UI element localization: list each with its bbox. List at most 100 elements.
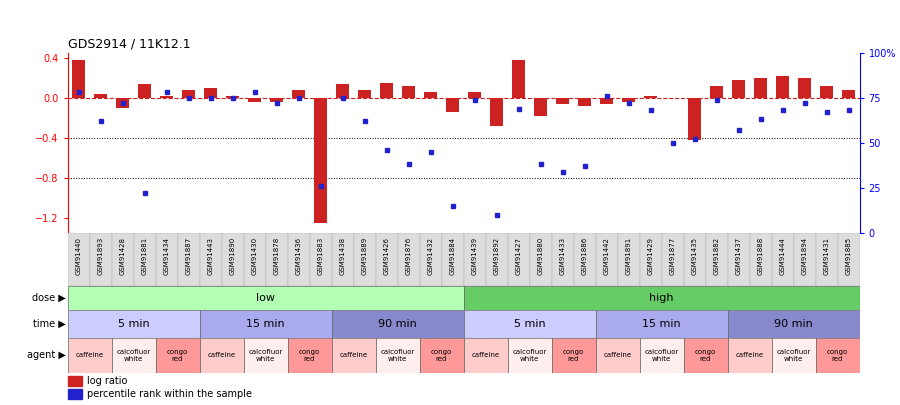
Bar [552, 233, 573, 286]
Text: GSM91885: GSM91885 [845, 237, 851, 275]
Bar [89, 233, 112, 286]
Text: calcofluor
white: calcofluor white [381, 349, 415, 362]
Bar [662, 233, 683, 286]
Bar [248, 98, 261, 102]
Bar [94, 94, 106, 98]
Bar [798, 78, 811, 98]
Bar [156, 338, 200, 373]
Text: congo
red: congo red [431, 349, 452, 362]
Bar [183, 90, 194, 98]
Bar [710, 86, 723, 98]
Text: GSM91892: GSM91892 [493, 237, 500, 275]
Bar [68, 376, 82, 386]
Text: 15 min: 15 min [247, 319, 284, 329]
Text: GSM91443: GSM91443 [208, 237, 213, 275]
Bar [221, 233, 244, 286]
Bar [419, 338, 464, 373]
Bar [112, 338, 156, 373]
Bar [200, 233, 221, 286]
Bar [116, 98, 129, 108]
Bar [640, 338, 683, 373]
Text: GSM91878: GSM91878 [274, 237, 280, 275]
Bar [270, 98, 283, 102]
Text: GSM91440: GSM91440 [76, 237, 82, 275]
Bar [68, 389, 82, 399]
Bar [331, 338, 375, 373]
Bar [794, 233, 815, 286]
Text: GDS2914 / 11K12.1: GDS2914 / 11K12.1 [68, 38, 190, 51]
Text: GSM91442: GSM91442 [604, 237, 609, 275]
Text: GSM91893: GSM91893 [97, 237, 104, 275]
Text: GSM91444: GSM91444 [779, 237, 786, 275]
Text: GSM91437: GSM91437 [735, 237, 742, 275]
Bar [227, 96, 239, 98]
Bar [331, 233, 354, 286]
Bar [419, 233, 442, 286]
Bar [688, 98, 700, 140]
Bar [160, 96, 173, 98]
Text: low: low [256, 293, 275, 303]
Text: calcofluor
white: calcofluor white [512, 349, 546, 362]
Bar [425, 92, 436, 98]
Bar [375, 338, 419, 373]
Text: GSM91882: GSM91882 [714, 237, 719, 275]
Text: congo
red: congo red [299, 349, 320, 362]
Text: caffeine: caffeine [207, 352, 236, 358]
Text: GSM91428: GSM91428 [120, 237, 125, 275]
Text: 15 min: 15 min [643, 319, 680, 329]
Text: high: high [649, 293, 674, 303]
Bar [508, 233, 529, 286]
Text: GSM91890: GSM91890 [230, 237, 236, 275]
Bar [821, 86, 833, 98]
Text: caffeine: caffeine [472, 352, 500, 358]
Bar [464, 310, 596, 338]
Bar [777, 76, 788, 98]
Bar [771, 233, 794, 286]
Text: congo
red: congo red [166, 349, 188, 362]
Bar [177, 233, 200, 286]
Bar [508, 338, 552, 373]
Bar [771, 338, 815, 373]
Text: GSM91434: GSM91434 [164, 237, 169, 275]
Bar [623, 98, 634, 102]
Text: caffeine: caffeine [603, 352, 632, 358]
Bar [512, 60, 525, 98]
Text: congo
red: congo red [562, 349, 584, 362]
Bar [200, 338, 244, 373]
Bar [596, 233, 617, 286]
Text: agent ▶: agent ▶ [27, 350, 66, 360]
Text: calcofluor
white: calcofluor white [644, 349, 679, 362]
Bar [244, 338, 287, 373]
Text: caffeine: caffeine [735, 352, 763, 358]
Bar [573, 233, 596, 286]
Bar [133, 233, 156, 286]
Bar [244, 233, 266, 286]
Text: calcofluor
white: calcofluor white [777, 349, 811, 362]
Bar [706, 233, 727, 286]
Bar [815, 338, 859, 373]
Bar [381, 83, 392, 98]
Bar [754, 78, 767, 98]
Bar [727, 310, 860, 338]
Text: GSM91877: GSM91877 [670, 237, 676, 275]
Bar [485, 233, 508, 286]
Text: dose ▶: dose ▶ [32, 293, 66, 303]
Bar [337, 84, 348, 98]
Text: 5 min: 5 min [514, 319, 545, 329]
Bar [750, 233, 771, 286]
Text: GSM91880: GSM91880 [537, 237, 544, 275]
Text: GSM91430: GSM91430 [251, 237, 257, 275]
Bar [354, 233, 375, 286]
Bar [727, 233, 750, 286]
Text: GSM91886: GSM91886 [581, 237, 588, 275]
Bar [838, 233, 860, 286]
Bar [727, 338, 771, 373]
Bar [552, 338, 596, 373]
Bar [287, 233, 310, 286]
Text: calcofluor
white: calcofluor white [116, 349, 150, 362]
Bar [68, 286, 464, 310]
Text: GSM91888: GSM91888 [758, 237, 763, 275]
Bar [310, 233, 331, 286]
Text: GSM91427: GSM91427 [516, 237, 521, 275]
Text: GSM91433: GSM91433 [560, 237, 565, 275]
